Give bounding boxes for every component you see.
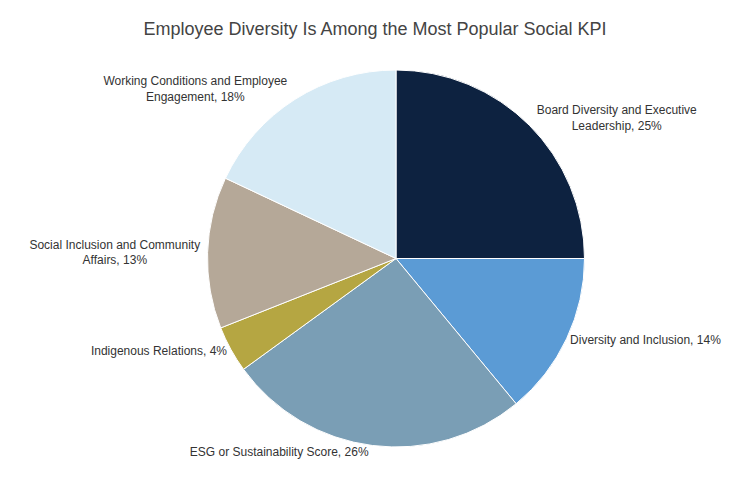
svg-text:Board Diversity and ExecutiveL: Board Diversity and ExecutiveLeadership,… [537, 103, 697, 133]
svg-text:Social Inclusion and Community: Social Inclusion and CommunityAffairs, 1… [29, 238, 200, 268]
svg-text:Employee Diversity Is Among th: Employee Diversity Is Among the Most Pop… [143, 19, 606, 39]
svg-text:Diversity and Inclusion, 14%: Diversity and Inclusion, 14% [570, 333, 721, 347]
svg-text:Working Conditions and Employe: Working Conditions and EmployeeEngagemen… [103, 74, 287, 104]
svg-text:Indigenous Relations, 4%: Indigenous Relations, 4% [91, 344, 227, 358]
svg-text:ESG or Sustainability Score, 2: ESG or Sustainability Score, 26% [190, 445, 369, 459]
